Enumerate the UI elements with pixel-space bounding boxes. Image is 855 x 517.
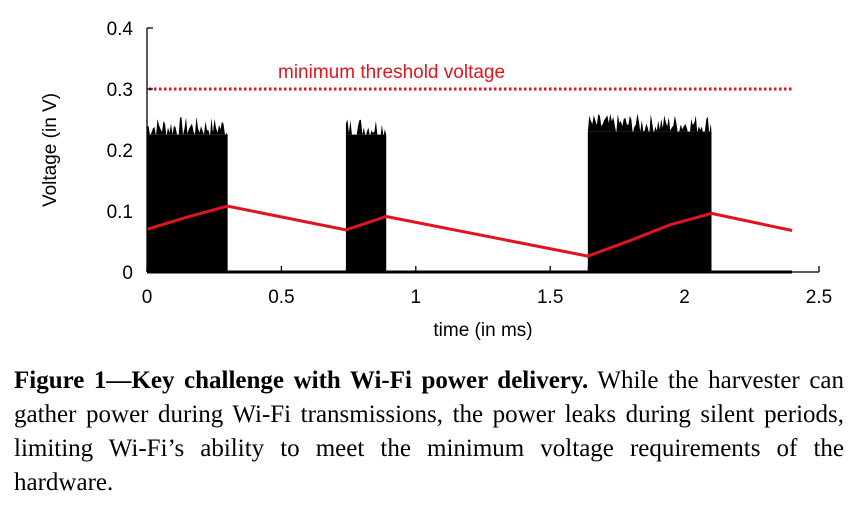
x-tick-label-3: 1.5 [537,287,563,308]
x-tick-label-4: 2 [679,287,690,308]
wifi-burst-edge-2 [345,119,387,138]
y-tick-label-2: 0.2 [107,141,133,162]
wifi-burst-1 [147,134,228,272]
y-tick-label-4: 0.4 [107,19,134,40]
caption-body: While the harvester can gather power dur… [14,367,845,496]
y-tick-label-1: 0.1 [107,202,133,223]
x-tick-label-1: 0.5 [268,287,294,308]
threshold-label: minimum threshold voltage [278,62,505,83]
wifi-burst-bottom-2 [345,265,387,274]
x-tick-label-2: 1 [411,287,422,308]
wifi-burst-bottom-3 [587,265,712,274]
wifi-burst-group [147,113,712,274]
y-axis-ticks: 0 0.1 0.2 0.3 0.4 [107,19,153,284]
voltage-series-line [146,204,793,258]
y-axis-label: Voltage (in V) [40,93,61,207]
y-tick-label-0: 0 [122,263,133,284]
voltage-chart: minimum threshold voltage 0 0.5 1 1.5 2 2.5 0… [40,19,832,341]
wifi-burst-edge-3 [587,113,712,135]
figure-caption: Figure 1—Key challenge with Wi-Fi power … [14,364,844,500]
wifi-burst-3 [587,131,712,272]
x-tick-label-0: 0 [142,287,153,308]
x-axis-label: time (in ms) [433,320,532,341]
x-axis-ticks: 0 0.5 1 1.5 2 2.5 [142,266,832,308]
wifi-burst-bottom-1 [147,265,228,274]
wifi-burst-edge-1 [147,116,228,137]
x-tick-label-5: 2.5 [806,287,832,308]
y-tick-label-3: 0.3 [107,80,133,101]
wifi-burst-2 [345,134,387,272]
caption-title: Figure 1—Key challenge with Wi-Fi power … [14,367,589,394]
